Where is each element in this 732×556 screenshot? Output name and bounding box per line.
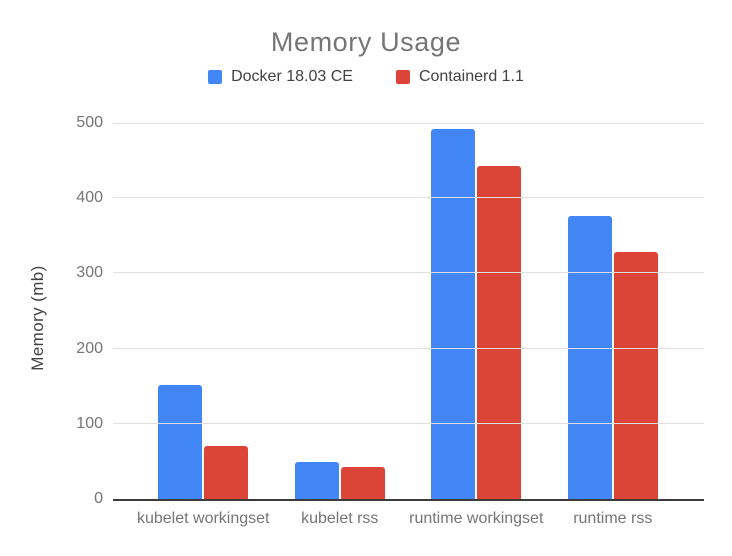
- x-category-label: kubelet rss: [301, 510, 379, 527]
- bar: [431, 129, 476, 499]
- chart-title: Memory Usage: [270, 27, 462, 57]
- bars-container: [135, 123, 681, 499]
- y-tick-label: 200: [76, 340, 103, 357]
- bar-group: [545, 123, 682, 499]
- bar: [340, 467, 385, 499]
- bar: [477, 165, 522, 499]
- x-category-label: kubelet workingset: [136, 510, 270, 527]
- legend-label: Containerd 1.1: [418, 68, 524, 85]
- legend-label: Docker 18.03 CE: [231, 68, 353, 85]
- bar: [158, 384, 203, 499]
- gridline: [113, 272, 704, 273]
- x-category-label: runtime rss: [573, 510, 653, 527]
- x-axis-labels: kubelet workingset kubelet rss runtime wor…: [135, 510, 681, 528]
- bar: [567, 215, 612, 499]
- y-tick-label: 0: [94, 490, 103, 507]
- x-category-label: runtime workingset: [409, 510, 544, 527]
- y-tick-label: 300: [76, 264, 103, 281]
- y-tick-label: 400: [76, 189, 103, 206]
- legend-item: Docker 18.03 CE: [208, 68, 353, 86]
- bar-group: [135, 123, 272, 499]
- legend: Docker 18.03 CE Containerd 1.1: [0, 66, 732, 88]
- gridline: [113, 348, 704, 349]
- bar: [613, 252, 658, 499]
- bar: [294, 462, 339, 499]
- y-tick-label: 500: [76, 114, 103, 131]
- legend-swatch-icon: [208, 70, 223, 84]
- y-axis-tick-labels: 0 100 200 300 400 500: [0, 114, 103, 507]
- gridline: [113, 197, 704, 198]
- plot-area: [113, 123, 704, 501]
- legend-item: Containerd 1.1: [395, 68, 524, 86]
- gridline: [113, 123, 704, 124]
- bar: [204, 445, 249, 499]
- y-tick-label: 100: [76, 415, 103, 432]
- gridline: [113, 423, 704, 424]
- bar-group: [408, 123, 545, 499]
- bar-group: [272, 123, 409, 499]
- legend-swatch-icon: [395, 70, 410, 84]
